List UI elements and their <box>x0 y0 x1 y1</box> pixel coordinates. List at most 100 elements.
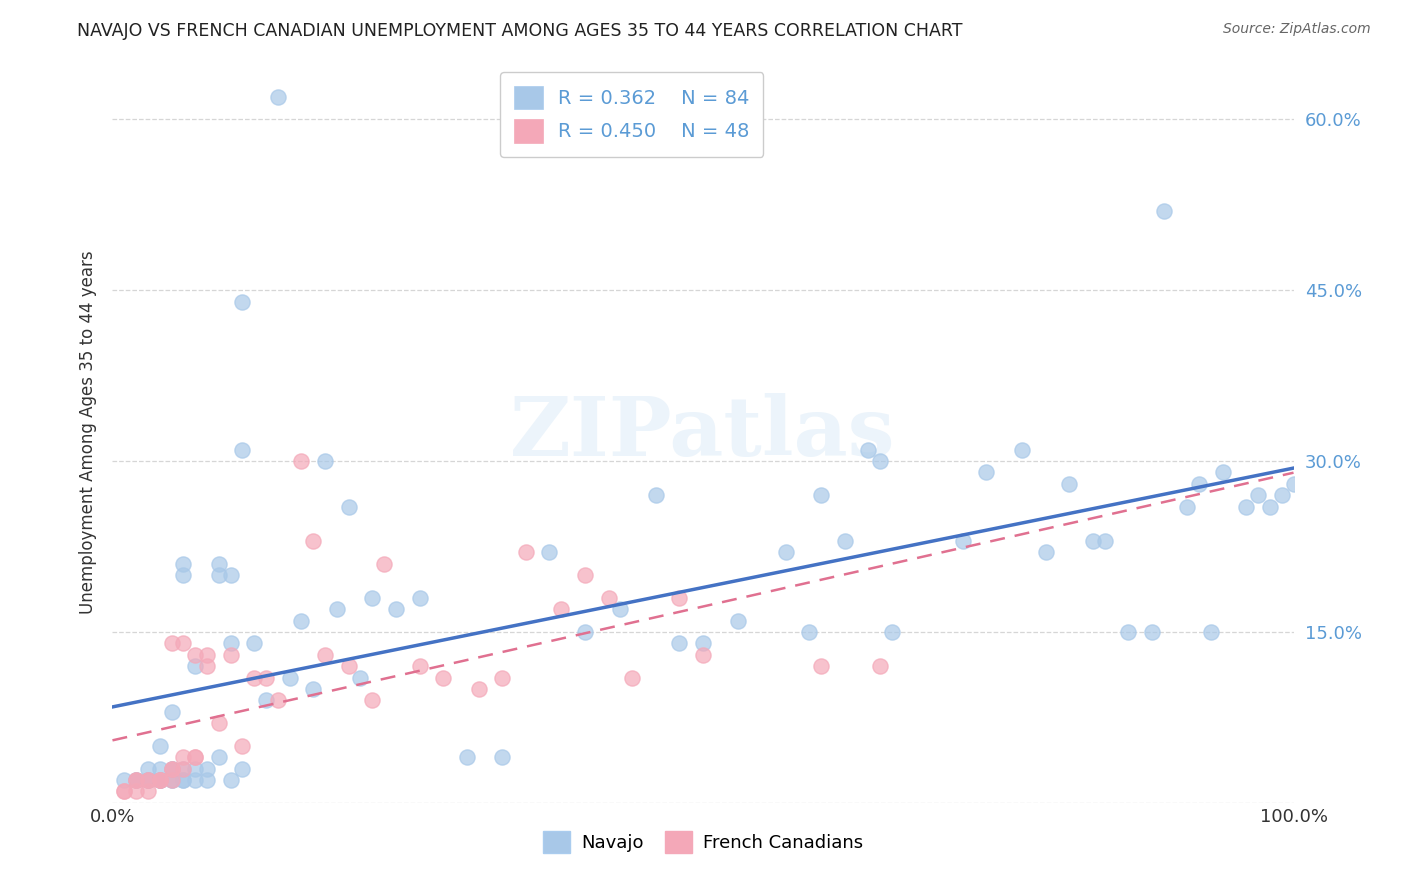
Point <box>160 762 183 776</box>
Point <box>195 772 218 787</box>
Point <box>125 772 148 787</box>
Point <box>136 772 159 787</box>
Point <box>515 545 537 559</box>
Point <box>195 762 218 776</box>
Point <box>349 671 371 685</box>
Point <box>160 772 183 787</box>
Point <box>172 557 194 571</box>
Point <box>302 533 325 548</box>
Point <box>668 591 690 605</box>
Point <box>1247 488 1270 502</box>
Point <box>149 762 172 776</box>
Point <box>621 671 644 685</box>
Point <box>302 681 325 696</box>
Point <box>112 784 135 798</box>
Point <box>1035 545 1057 559</box>
Point <box>136 772 159 787</box>
Point <box>1234 500 1257 514</box>
Point <box>373 557 395 571</box>
Text: ZIPatlas: ZIPatlas <box>510 392 896 473</box>
Point <box>1258 500 1281 514</box>
Point <box>538 545 561 559</box>
Point <box>160 762 183 776</box>
Point <box>727 614 749 628</box>
Point <box>290 614 312 628</box>
Point <box>692 648 714 662</box>
Point <box>136 772 159 787</box>
Point <box>467 681 489 696</box>
Point <box>290 454 312 468</box>
Point <box>172 636 194 650</box>
Point <box>184 772 207 787</box>
Point <box>326 602 349 616</box>
Point <box>219 636 242 650</box>
Point <box>160 772 183 787</box>
Point <box>1282 476 1305 491</box>
Point <box>184 648 207 662</box>
Point <box>243 636 266 650</box>
Point <box>208 750 231 764</box>
Point <box>1188 476 1211 491</box>
Point <box>491 750 513 764</box>
Point <box>172 772 194 787</box>
Point <box>195 659 218 673</box>
Point <box>208 568 231 582</box>
Point <box>834 533 856 548</box>
Point <box>112 784 135 798</box>
Point <box>184 659 207 673</box>
Point <box>254 693 277 707</box>
Point <box>869 454 891 468</box>
Point <box>1212 466 1234 480</box>
Point <box>385 602 408 616</box>
Point <box>1153 203 1175 218</box>
Point <box>1271 488 1294 502</box>
Point <box>1094 533 1116 548</box>
Point <box>408 659 430 673</box>
Point <box>149 772 172 787</box>
Point <box>267 89 290 103</box>
Point <box>432 671 454 685</box>
Y-axis label: Unemployment Among Ages 35 to 44 years: Unemployment Among Ages 35 to 44 years <box>79 251 97 615</box>
Point <box>1081 533 1104 548</box>
Point <box>149 739 172 753</box>
Point <box>799 624 821 639</box>
Point <box>195 648 218 662</box>
Point <box>231 294 253 309</box>
Point <box>208 557 231 571</box>
Point <box>361 693 384 707</box>
Point <box>160 762 183 776</box>
Point <box>574 568 596 582</box>
Point <box>574 624 596 639</box>
Point <box>231 739 253 753</box>
Point <box>136 784 159 798</box>
Point <box>692 636 714 650</box>
Point <box>858 442 880 457</box>
Point <box>219 568 242 582</box>
Point <box>149 772 172 787</box>
Point <box>172 762 194 776</box>
Point <box>149 772 172 787</box>
Point <box>644 488 666 502</box>
Text: Source: ZipAtlas.com: Source: ZipAtlas.com <box>1223 22 1371 37</box>
Point <box>1057 476 1080 491</box>
Point <box>314 454 336 468</box>
Point <box>136 762 159 776</box>
Point <box>491 671 513 685</box>
Point <box>231 442 253 457</box>
Point <box>1199 624 1222 639</box>
Point <box>810 659 832 673</box>
Point <box>149 772 172 787</box>
Point <box>208 716 231 731</box>
Point <box>456 750 478 764</box>
Point <box>1011 442 1033 457</box>
Point <box>184 762 207 776</box>
Point <box>337 659 360 673</box>
Point <box>125 772 148 787</box>
Point <box>810 488 832 502</box>
Point <box>172 762 194 776</box>
Point <box>337 500 360 514</box>
Point <box>976 466 998 480</box>
Point <box>880 624 903 639</box>
Point <box>550 602 572 616</box>
Point <box>1175 500 1198 514</box>
